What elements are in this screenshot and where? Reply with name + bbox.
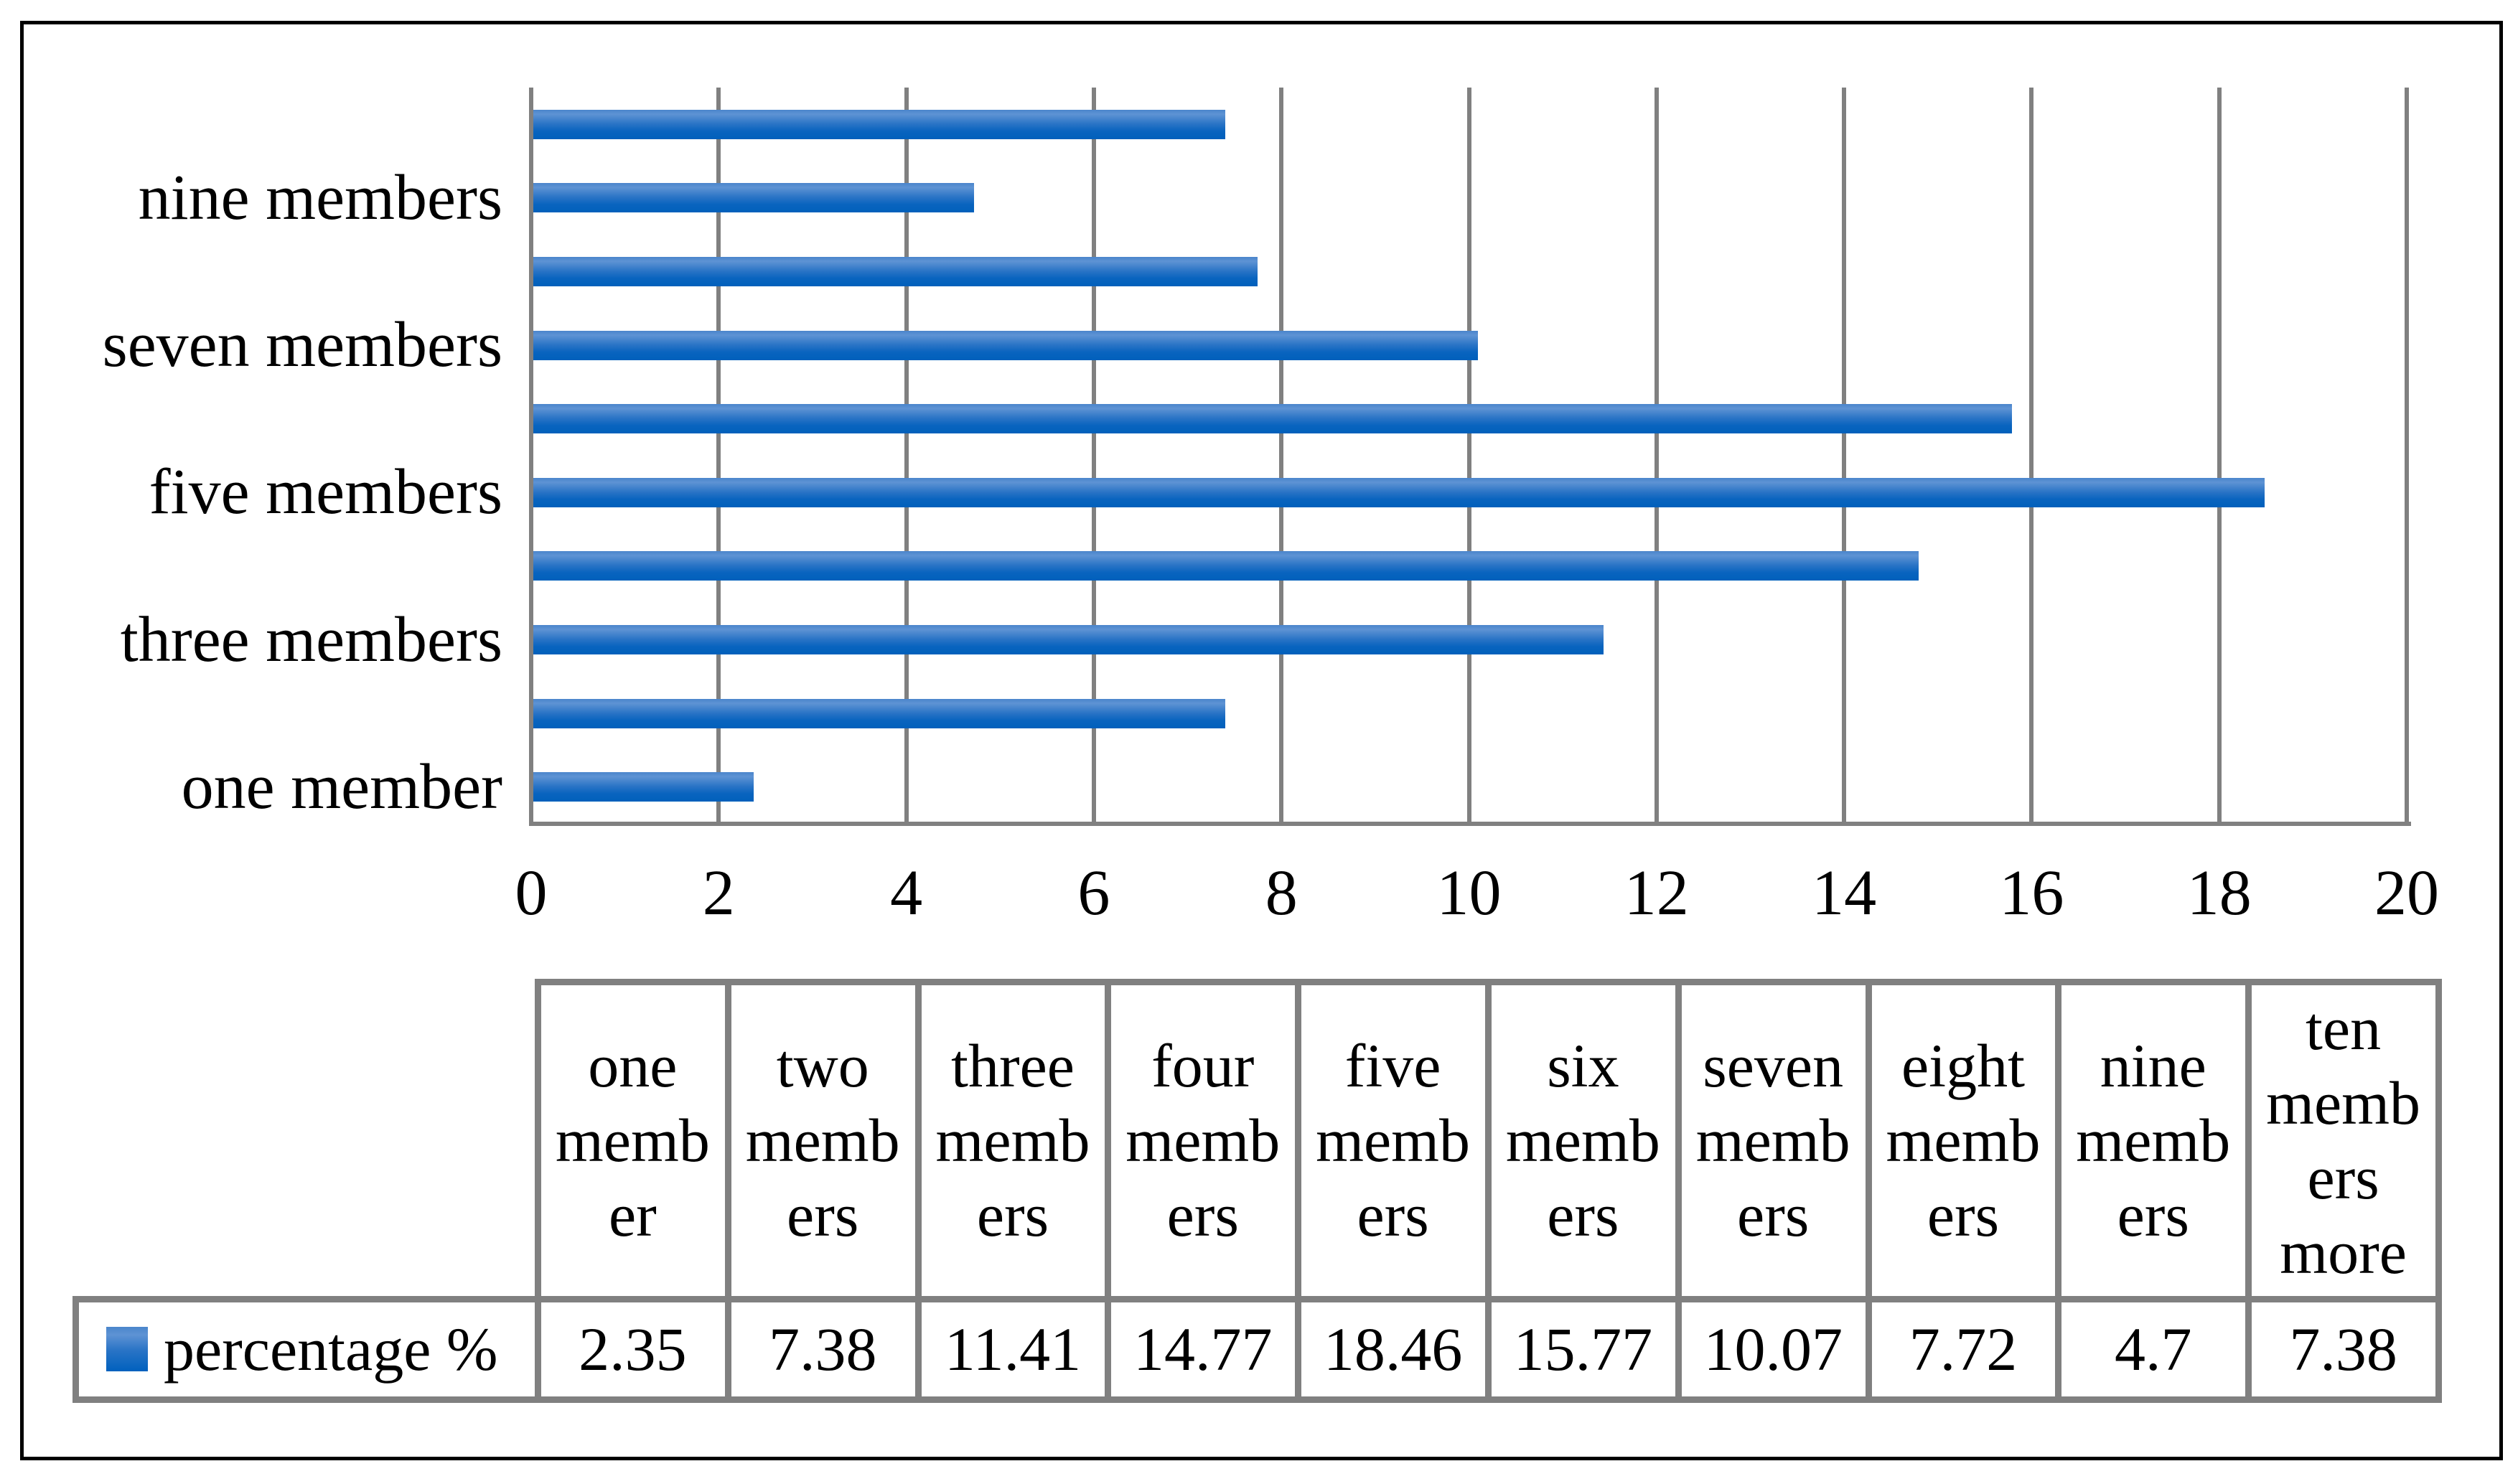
bar-four-members [533,551,1919,581]
legend-cell: percentage % [75,1299,538,1399]
x-gridline [2217,88,2222,824]
table-column-border [535,979,541,1403]
table-left-border [72,1296,79,1403]
bar-one-member [533,772,754,802]
table-value-cell: 15.77 [1513,1315,1653,1384]
table-column-border [914,979,922,1403]
table-column-border [1675,979,1682,1403]
bar-seven-members [533,330,1478,360]
x-tick-label: 0 [515,858,548,929]
table-header-cell: seven memb ers [1695,1031,1850,1249]
category-axis-label: seven members [102,309,502,381]
table-header-cell: six memb ers [1505,1031,1660,1249]
table-column-border [1105,979,1112,1403]
x-tick-label: 8 [1265,858,1298,929]
bar-nine-members [533,183,975,213]
x-gridline [1091,88,1096,824]
bar-eight-members [533,257,1258,286]
table-value-cell: 7.38 [768,1315,877,1384]
figure-border [20,21,2503,1460]
x-gridline [2405,88,2409,824]
table-value-cell: 10.07 [1703,1315,1843,1384]
table-column-border [2245,979,2252,1403]
legend-label: percentage % [164,1315,498,1384]
x-tick-label: 12 [1624,858,1689,929]
table-column-border [1295,979,1302,1403]
x-gridline [1842,88,1847,824]
table-column-border [1865,979,1872,1403]
x-gridline [1654,88,1659,824]
table-header-cell: nine memb ers [2076,1031,2231,1249]
table-bottom-border [72,1396,2442,1403]
x-tick-label: 16 [1999,858,2064,929]
table-value-cell: 7.72 [1909,1315,2018,1384]
table-row-separator [72,1296,2442,1302]
table-value-cell: 7.38 [2289,1315,2397,1384]
bar-three-members [533,625,1604,654]
x-tick-label: 6 [1077,858,1110,929]
table-column-border [1485,979,1492,1403]
x-axis-line [529,822,2411,826]
table-value-cell: 4.7 [2115,1315,2192,1384]
bar-ten-members-more [533,109,1226,139]
bar-five-members [533,477,2265,507]
x-tick-label: 2 [702,858,735,929]
table-header-cell: five memb ers [1316,1031,1471,1249]
x-gridline [1279,88,1284,824]
x-gridline [1466,88,1471,824]
table-value-cell: 14.77 [1133,1315,1273,1384]
table-column-border [2055,979,2062,1403]
x-tick-label: 4 [890,858,923,929]
table-column-border [724,979,731,1403]
table-header-cell: ten memb ers more [2266,994,2421,1287]
table-header-cell: three memb ers [935,1031,1090,1249]
x-tick-label: 18 [2186,858,2252,929]
table-header-cell: four memb ers [1125,1031,1281,1249]
category-axis-label: five members [149,456,502,528]
x-gridline [2029,88,2034,824]
bar-six-members [533,404,2013,434]
x-tick-label: 20 [2374,858,2439,929]
legend-marker-icon [106,1327,148,1371]
x-gridline [904,88,909,824]
category-axis-label: one member [181,751,502,822]
table-header-cell: eight memb ers [1886,1031,2041,1249]
x-tick-label: 14 [1812,858,1877,929]
table-header-cell: two memb ers [745,1031,900,1249]
table-value-cell: 2.35 [579,1315,687,1384]
bar-two-members [533,698,1226,728]
x-tick-label: 10 [1436,858,1502,929]
table-column-border [2435,979,2442,1403]
category-axis-label: three members [120,604,502,675]
category-axis-label: nine members [138,161,502,233]
table-value-cell: 11.41 [944,1315,1082,1384]
table-value-cell: 18.46 [1323,1315,1463,1384]
x-gridline [529,88,533,824]
x-gridline [716,88,721,824]
table-header-cell: one memb er [555,1031,710,1249]
